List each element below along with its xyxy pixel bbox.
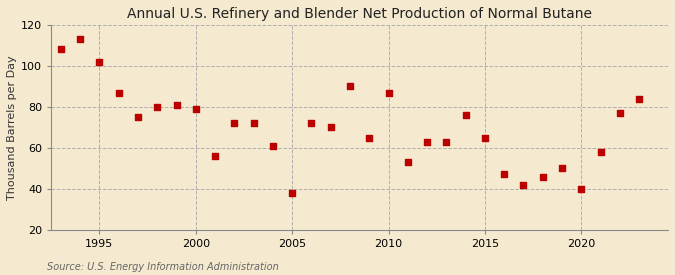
- Point: [306, 121, 317, 125]
- Point: [113, 90, 124, 95]
- Point: [94, 60, 105, 64]
- Point: [634, 97, 645, 101]
- Point: [479, 135, 490, 140]
- Point: [499, 172, 510, 177]
- Point: [132, 115, 143, 119]
- Point: [248, 121, 259, 125]
- Point: [287, 191, 298, 195]
- Point: [402, 160, 413, 164]
- Point: [422, 139, 433, 144]
- Point: [229, 121, 240, 125]
- Y-axis label: Thousand Barrels per Day: Thousand Barrels per Day: [7, 55, 17, 200]
- Point: [55, 47, 66, 52]
- Point: [557, 166, 568, 170]
- Point: [614, 111, 625, 115]
- Point: [345, 84, 356, 89]
- Title: Annual U.S. Refinery and Blender Net Production of Normal Butane: Annual U.S. Refinery and Blender Net Pro…: [127, 7, 592, 21]
- Point: [576, 187, 587, 191]
- Point: [210, 154, 221, 158]
- Text: Source: U.S. Energy Information Administration: Source: U.S. Energy Information Administ…: [47, 262, 279, 272]
- Point: [75, 37, 86, 42]
- Point: [518, 183, 529, 187]
- Point: [383, 90, 394, 95]
- Point: [267, 144, 278, 148]
- Point: [171, 103, 182, 107]
- Point: [325, 125, 336, 130]
- Point: [152, 105, 163, 109]
- Point: [460, 113, 471, 117]
- Point: [441, 139, 452, 144]
- Point: [595, 150, 606, 154]
- Point: [190, 107, 201, 111]
- Point: [537, 174, 548, 179]
- Point: [364, 135, 375, 140]
